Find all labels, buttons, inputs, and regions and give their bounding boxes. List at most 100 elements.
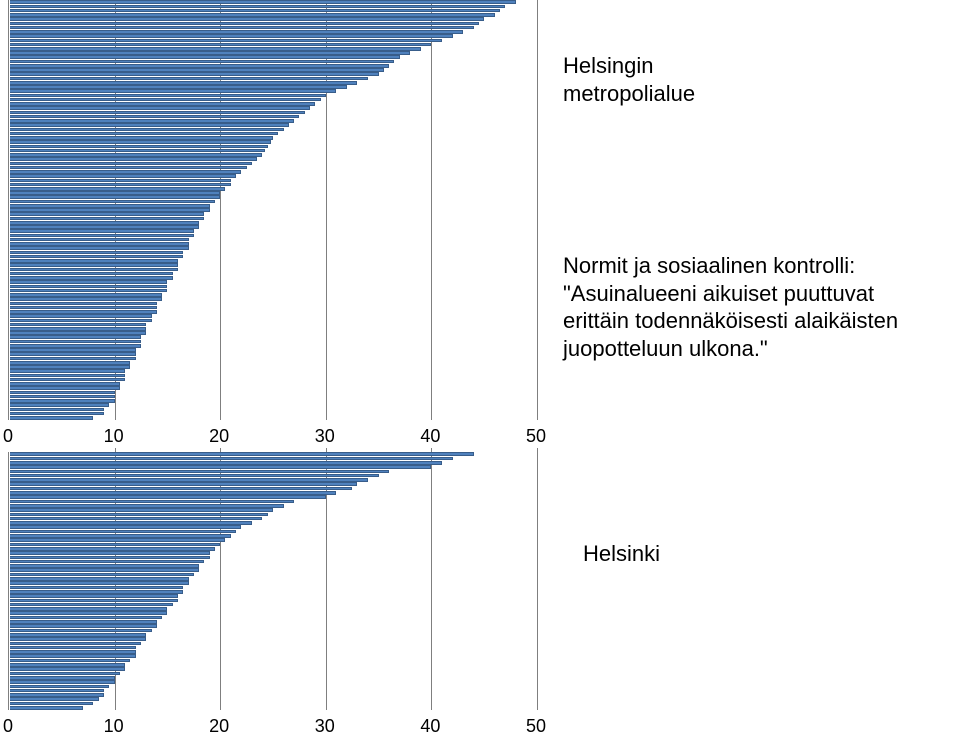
bar — [10, 72, 379, 76]
bar — [10, 149, 265, 153]
bar — [10, 268, 178, 272]
x-axis-tick-label: 50 — [526, 426, 546, 447]
bar — [10, 629, 152, 633]
bar — [10, 470, 389, 474]
bar — [10, 22, 479, 26]
bar — [10, 365, 130, 369]
bar — [10, 697, 99, 701]
grid-line — [537, 0, 538, 420]
bar — [10, 111, 305, 115]
bar — [10, 297, 162, 301]
bottom-chart-plot-area — [8, 452, 537, 710]
bar — [10, 145, 268, 149]
bar — [10, 573, 194, 577]
bar — [10, 302, 157, 306]
bar — [10, 255, 183, 259]
bar — [10, 386, 120, 390]
bar — [10, 620, 157, 624]
bar — [10, 352, 136, 356]
bar — [10, 340, 141, 344]
bar — [10, 98, 321, 102]
bar — [10, 538, 225, 542]
bar — [10, 89, 336, 93]
bar — [10, 478, 368, 482]
bar — [10, 590, 183, 594]
bar — [10, 530, 236, 534]
grid-line — [431, 448, 432, 710]
x-axis-tick-label: 10 — [104, 426, 124, 447]
bar — [10, 132, 278, 136]
bar — [10, 217, 204, 221]
bar — [10, 685, 109, 689]
x-axis-tick-label: 40 — [420, 426, 440, 447]
bar — [10, 238, 189, 242]
bar — [10, 153, 262, 157]
bar — [10, 611, 167, 615]
bar — [10, 650, 136, 654]
bar — [10, 310, 157, 314]
bar — [10, 667, 125, 671]
bar — [10, 272, 173, 276]
page-root: 01020304050 Helsingin metropolialue 0102… — [0, 0, 960, 752]
bar — [10, 280, 167, 284]
bar — [10, 521, 252, 525]
bar — [10, 319, 152, 323]
bar — [10, 276, 173, 280]
bar — [10, 603, 173, 607]
bar — [10, 457, 453, 461]
bar — [10, 166, 247, 170]
bar — [10, 408, 104, 412]
bar — [10, 39, 442, 43]
bar — [10, 81, 357, 85]
bar — [10, 293, 162, 297]
grid-line — [537, 448, 538, 710]
bar — [10, 212, 204, 216]
bar — [10, 314, 152, 318]
bar — [10, 403, 109, 407]
description-line: juopotteluun ulkona." — [563, 335, 898, 363]
description-line: "Asuinalueeni aikuiset puuttuvat — [563, 280, 898, 308]
bar — [10, 259, 178, 263]
bottom-chart-label: Helsinki — [583, 540, 660, 568]
bar — [10, 487, 352, 491]
bar — [10, 289, 167, 293]
bar — [10, 654, 136, 658]
bar — [10, 676, 115, 680]
bar — [10, 348, 136, 352]
bar — [10, 26, 474, 30]
bar — [10, 123, 289, 127]
bar — [10, 344, 141, 348]
bar — [10, 461, 442, 465]
bar — [10, 599, 178, 603]
bar — [10, 659, 130, 663]
bar — [10, 115, 299, 119]
bar — [10, 225, 199, 229]
bar — [10, 77, 368, 81]
bar — [10, 327, 146, 331]
bar — [10, 140, 271, 144]
bar — [10, 495, 326, 499]
bar — [10, 0, 516, 4]
x-axis-tick-label: 20 — [209, 716, 229, 737]
grid-line — [431, 0, 432, 420]
bar — [10, 68, 384, 72]
x-axis-tick-label: 30 — [315, 716, 335, 737]
x-axis-tick-label: 30 — [315, 426, 335, 447]
bar — [10, 94, 326, 98]
bar — [10, 204, 210, 208]
bar — [10, 672, 120, 676]
bar — [10, 162, 252, 166]
bar — [10, 412, 104, 416]
bar — [10, 361, 130, 365]
bar — [10, 195, 220, 199]
bar — [10, 568, 199, 572]
bar — [10, 5, 505, 9]
bar — [10, 187, 225, 191]
bar — [10, 382, 120, 386]
bar — [10, 452, 474, 456]
bar — [10, 263, 178, 267]
bar — [10, 534, 231, 538]
bar — [10, 157, 257, 161]
bar — [10, 607, 167, 611]
bar — [10, 374, 125, 378]
